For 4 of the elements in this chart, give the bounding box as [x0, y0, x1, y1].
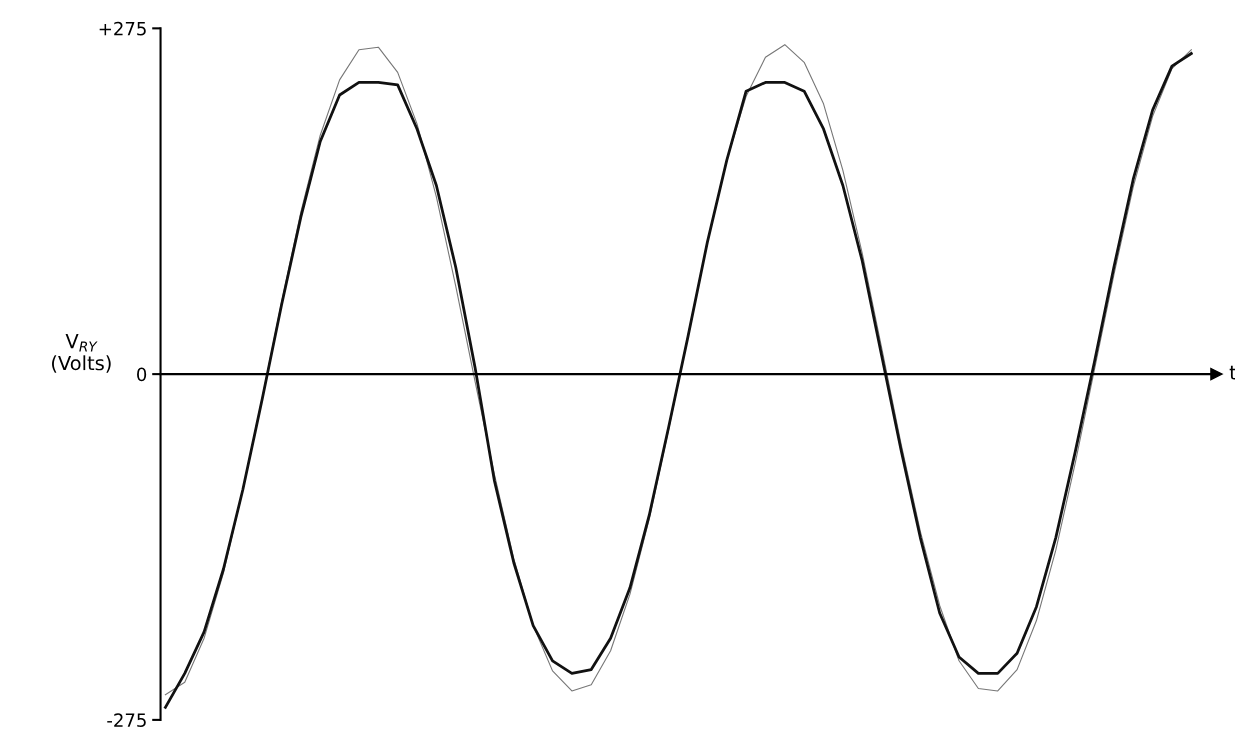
y-tick-label: 0: [137, 367, 147, 382]
y-tick-label: +275: [99, 21, 146, 36]
y-axis-title: V$_{RY}$ (Volts): [52, 334, 111, 373]
y-tick-label: -275: [107, 713, 146, 728]
